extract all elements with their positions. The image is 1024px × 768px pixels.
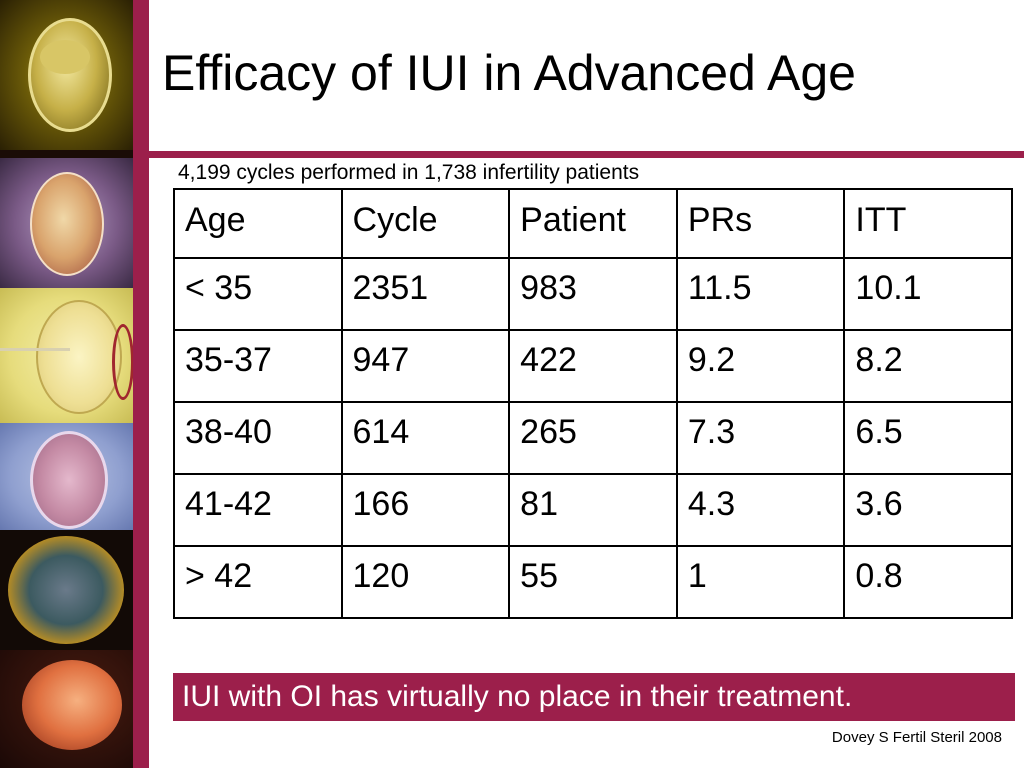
table-cell: 4.3	[675, 473, 846, 547]
age-efficacy-table: Age Cycle Patient PRs ITT < 35 2351 983 …	[173, 188, 1013, 619]
table-cell: 38-40	[173, 401, 343, 475]
accent-horizontal-bar	[149, 151, 1024, 158]
table-cell: > 42	[173, 545, 343, 619]
citation: Dovey S Fertil Steril 2008	[831, 729, 1002, 746]
table-cell: 55	[508, 545, 678, 619]
table-cell: 265	[508, 401, 678, 475]
column-header-prs: PRs	[675, 188, 846, 259]
table-cell: < 35	[173, 257, 343, 331]
table-row: 41-42 166 81 4.3 3.6	[173, 473, 1013, 547]
table-row: > 42 120 55 1 0.8	[173, 545, 1013, 619]
embryo-2cell-image	[0, 0, 133, 150]
accent-vertical-bar	[133, 0, 149, 768]
table-cell: 120	[340, 545, 511, 619]
column-header-cycle: Cycle	[340, 188, 511, 259]
table-cell: 7.3	[675, 401, 846, 475]
page-title: Efficacy of IUI in Advanced Age	[162, 45, 856, 101]
table-header-row: Age Cycle Patient PRs ITT	[173, 188, 1013, 259]
table-cell: 41-42	[173, 473, 343, 547]
column-header-patient: Patient	[508, 188, 678, 259]
table-cell: 614	[340, 401, 511, 475]
hatching-embryo-image	[0, 530, 133, 650]
embryo-4cell-image	[0, 158, 133, 288]
table-cell: 9.2	[675, 329, 846, 403]
image-strip	[0, 0, 133, 768]
table-cell: 81	[508, 473, 678, 547]
column-header-itt: ITT	[843, 188, 1013, 259]
table-cell: 0.8	[843, 545, 1013, 619]
table-cell: 983	[508, 257, 678, 331]
table-row: 38-40 614 265 7.3 6.5	[173, 401, 1013, 475]
table-cell: 947	[340, 329, 511, 403]
table-cell: 2351	[340, 257, 511, 331]
table-row: 35-37 947 422 9.2 8.2	[173, 329, 1013, 403]
column-header-age: Age	[173, 188, 343, 259]
table-cell: 11.5	[675, 257, 846, 331]
table-cell: 6.5	[843, 401, 1013, 475]
table-cell: 10.1	[843, 257, 1013, 331]
table-row: < 35 2351 983 11.5 10.1	[173, 257, 1013, 331]
table-cell: 1	[675, 545, 846, 619]
table-cell: 8.2	[843, 329, 1013, 403]
table-caption: 4,199 cycles performed in 1,738 infertil…	[178, 161, 640, 184]
blastocyst-image	[0, 423, 133, 530]
table-cell: 166	[340, 473, 511, 547]
table-cell: 422	[508, 329, 678, 403]
table-cell: 35-37	[173, 329, 343, 403]
conclusion-banner: IUI with OI has virtually no place in th…	[173, 673, 1015, 721]
table-cell: 3.6	[843, 473, 1013, 547]
icsi-injection-image	[0, 288, 133, 423]
fetus-image	[0, 650, 133, 768]
